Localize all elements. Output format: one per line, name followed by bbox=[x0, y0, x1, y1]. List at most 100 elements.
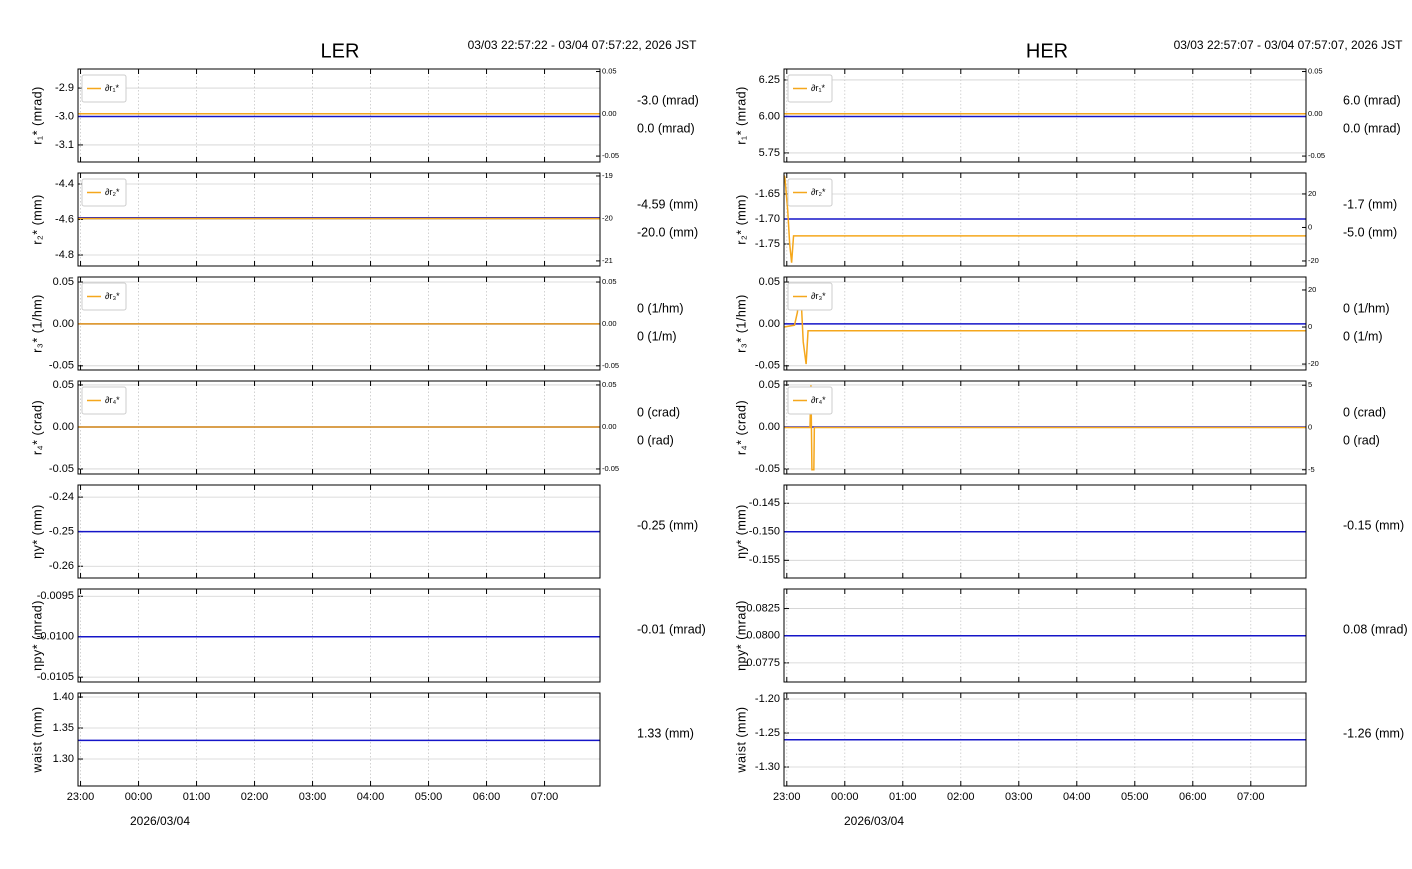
x-tick-label: 23:00 bbox=[773, 791, 801, 803]
y-tick-label: 5.75 bbox=[759, 147, 780, 159]
y2-tick-label: -0.05 bbox=[1308, 151, 1325, 160]
readout: 0.0 (mrad) bbox=[1343, 121, 1401, 135]
plot-frame bbox=[77, 692, 601, 787]
x-tick-label: 04:00 bbox=[357, 791, 385, 803]
y-axis-label: r₁* (mrad) bbox=[30, 86, 44, 145]
x-tick-label: 06:00 bbox=[1179, 791, 1207, 803]
y-axis-label: r₁* (mrad) bbox=[734, 86, 748, 145]
legend-label: ∂r₄* bbox=[105, 395, 120, 405]
y-tick-label: -0.0095 bbox=[37, 590, 74, 602]
plot-frame bbox=[77, 484, 601, 579]
y-tick-label: -1.75 bbox=[755, 238, 780, 250]
readout: -0.15 (mm) bbox=[1343, 518, 1404, 532]
y-tick-label: 0.0800 bbox=[746, 630, 780, 642]
y-tick-label: 1.35 bbox=[53, 722, 74, 734]
legend-label: ∂r₄* bbox=[811, 395, 826, 405]
y-tick-label: 0.00 bbox=[759, 318, 780, 330]
readout: -3.0 (mrad) bbox=[637, 93, 699, 107]
y-tick-label: -2.9 bbox=[55, 82, 74, 94]
legend-label: ∂r₁* bbox=[105, 83, 119, 93]
date-label: 2026/03/04 bbox=[844, 814, 904, 828]
x-tick-label: 23:00 bbox=[67, 791, 95, 803]
y2-tick-label: 0.00 bbox=[602, 422, 617, 431]
y-axis-label: r₃* (1/hm) bbox=[734, 294, 748, 353]
y-axis-label: waist (mm) bbox=[30, 706, 44, 773]
y2-tick-label: -19 bbox=[602, 171, 613, 180]
legend-label: ∂r₁* bbox=[811, 83, 825, 93]
x-tick-label: 02:00 bbox=[947, 791, 975, 803]
legend-box bbox=[81, 178, 127, 207]
y-tick-label: -0.155 bbox=[749, 554, 780, 566]
readout: 0 (1/m) bbox=[1343, 329, 1383, 343]
x-tick-label: 00:00 bbox=[831, 791, 859, 803]
readout: 0 (crad) bbox=[1343, 405, 1386, 419]
series-line bbox=[784, 282, 1306, 365]
legend-box bbox=[81, 74, 127, 103]
y-tick-label: -0.24 bbox=[49, 491, 74, 503]
plot-frame bbox=[783, 588, 1307, 683]
readout: -4.59 (mm) bbox=[637, 197, 698, 211]
y-tick-label: -0.05 bbox=[755, 463, 780, 475]
y-tick-label: -3.1 bbox=[55, 139, 74, 151]
y-tick-label: -0.05 bbox=[49, 360, 74, 372]
y-axis-label: r₃* (1/hm) bbox=[30, 294, 44, 353]
y2-tick-label: -20 bbox=[1308, 256, 1319, 265]
time-range: 03/03 22:57:07 - 03/04 07:57:07, 2026 JS… bbox=[1174, 38, 1404, 52]
plot-frame bbox=[783, 692, 1307, 787]
y-tick-label: -0.05 bbox=[755, 360, 780, 372]
y-axis-label: ηpy* (mrad) bbox=[734, 600, 748, 671]
y-axis-label: ηpy* (mrad) bbox=[30, 600, 44, 671]
y2-tick-label: 0 bbox=[1308, 222, 1312, 231]
legend-box bbox=[787, 282, 833, 311]
x-tick-label: 05:00 bbox=[415, 791, 443, 803]
y-axis-label: waist (mm) bbox=[734, 706, 748, 773]
x-tick-label: 01:00 bbox=[889, 791, 917, 803]
y2-tick-label: 0.05 bbox=[602, 380, 617, 389]
readout: 0 (crad) bbox=[637, 405, 680, 419]
readout: 1.33 (mm) bbox=[637, 726, 694, 740]
plot-frame bbox=[77, 588, 601, 683]
y-tick-label: 0.05 bbox=[759, 276, 780, 288]
readout: 0.0 (mrad) bbox=[637, 121, 695, 135]
series-line bbox=[784, 175, 1306, 263]
y-tick-label: -1.25 bbox=[755, 727, 780, 739]
y2-tick-label: 0.05 bbox=[602, 67, 617, 76]
x-tick-label: 05:00 bbox=[1121, 791, 1149, 803]
plot-frame bbox=[783, 68, 1307, 163]
readout: 6.0 (mrad) bbox=[1343, 93, 1401, 107]
readout: -0.25 (mm) bbox=[637, 518, 698, 532]
readout: 0 (rad) bbox=[637, 433, 674, 447]
y-tick-label: -1.20 bbox=[755, 693, 780, 705]
y-tick-label: 0.05 bbox=[53, 379, 74, 391]
x-tick-label: 04:00 bbox=[1063, 791, 1091, 803]
y-tick-label: -0.25 bbox=[49, 526, 74, 538]
x-tick-label: 07:00 bbox=[531, 791, 559, 803]
plot-frame bbox=[783, 276, 1307, 371]
y-tick-label: -4.8 bbox=[55, 249, 74, 261]
y2-tick-label: 0.00 bbox=[1308, 109, 1323, 118]
y2-tick-label: -5 bbox=[1308, 465, 1315, 474]
y2-tick-label: 20 bbox=[1308, 189, 1316, 198]
legend-label: ∂r₃* bbox=[105, 291, 120, 301]
y-axis-label: r₂* (mm) bbox=[734, 194, 748, 245]
x-tick-label: 01:00 bbox=[183, 791, 211, 803]
y2-tick-label: 0.05 bbox=[1308, 67, 1323, 76]
y-tick-label: 1.30 bbox=[53, 753, 74, 765]
plot-frame bbox=[783, 484, 1307, 579]
y2-tick-label: -0.05 bbox=[602, 151, 619, 160]
legend-box bbox=[787, 74, 833, 103]
readout: 0 (1/hm) bbox=[637, 301, 684, 315]
y-tick-label: 0.00 bbox=[53, 421, 74, 433]
readout: -20.0 (mm) bbox=[637, 225, 698, 239]
legend-label: ∂r₂* bbox=[811, 187, 826, 197]
legend-box bbox=[787, 178, 833, 207]
readout: 0.08 (mrad) bbox=[1343, 622, 1408, 636]
plot-frame bbox=[783, 380, 1307, 475]
series-line bbox=[784, 385, 1306, 471]
plot-frame bbox=[77, 172, 601, 267]
y-axis-label: r₄* (crad) bbox=[30, 400, 44, 455]
legend-label: ∂r₃* bbox=[811, 291, 826, 301]
readout: 0 (rad) bbox=[1343, 433, 1380, 447]
